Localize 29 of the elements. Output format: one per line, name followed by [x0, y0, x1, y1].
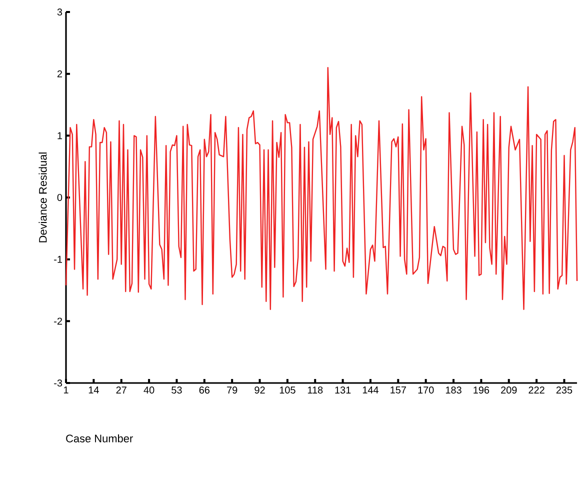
x-tick-label: 170: [418, 386, 434, 394]
x-tick-label: 14: [88, 386, 99, 394]
line-series: [65, 67, 578, 310]
x-tick-label: 209: [501, 386, 517, 394]
y-tick-label: 1: [58, 132, 62, 140]
x-tick-label: 131: [335, 386, 351, 394]
x-tick-label: 53: [172, 386, 182, 394]
y-tick-label: -3: [54, 379, 62, 387]
y-tick-label: 2: [57, 70, 62, 78]
x-tick-label: 196: [474, 386, 490, 394]
x-tick-label: 40: [144, 386, 154, 394]
x-tick-label: 79: [227, 386, 238, 394]
x-tick-label: 27: [116, 386, 126, 394]
x-tick-label: 235: [556, 386, 572, 394]
x-tick-label: 118: [308, 386, 323, 394]
x-tick-label: 157: [390, 386, 406, 394]
x-tick-label: 183: [446, 386, 462, 394]
y-axis-title: Deviance Residual: [38, 152, 47, 242]
x-tick-label: 66: [199, 386, 210, 394]
x-tick-label: 105: [280, 386, 296, 394]
y-tick-label: -2: [54, 318, 62, 325]
x-tick-label: 92: [254, 386, 265, 394]
x-axis-title: Case Number: [66, 434, 133, 442]
x-tick-label: 222: [528, 386, 544, 394]
x-tick-label: 144: [362, 386, 378, 394]
y-tick-label: 3: [57, 8, 62, 16]
y-tick-label: -1: [54, 256, 62, 263]
x-tick-label: 1: [64, 386, 68, 394]
y-tick-label: 0: [57, 194, 62, 202]
